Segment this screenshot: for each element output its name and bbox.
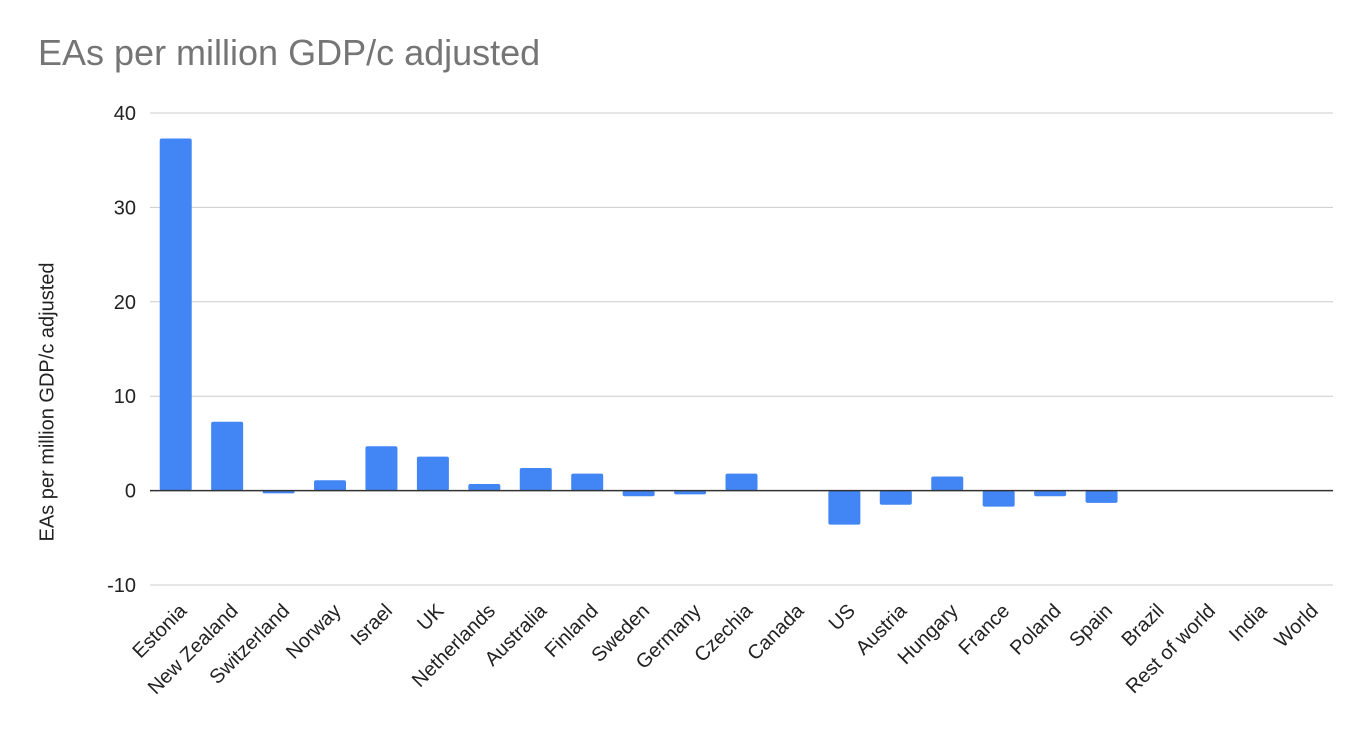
bar-austria bbox=[879, 490, 912, 505]
y-tick-label: 0 bbox=[125, 481, 136, 503]
x-tick-label: UK bbox=[413, 600, 449, 636]
bar-israel bbox=[365, 446, 398, 491]
y-tick-label: 40 bbox=[114, 103, 136, 125]
x-tick-label: World bbox=[1271, 600, 1323, 652]
x-tick-label: Poland bbox=[1006, 600, 1066, 660]
bar-hungary bbox=[931, 476, 964, 491]
bar-uk bbox=[416, 456, 449, 491]
bar-france bbox=[982, 490, 1015, 507]
bar-norway bbox=[314, 480, 347, 491]
bar-australia bbox=[519, 467, 552, 491]
gridlines bbox=[150, 112, 1333, 586]
y-tick-label: -10 bbox=[107, 575, 136, 597]
y-tick-label: 20 bbox=[114, 292, 136, 314]
x-tick-label: US bbox=[825, 600, 860, 635]
bar-sweden bbox=[622, 490, 655, 497]
bar-germany bbox=[674, 490, 707, 495]
bar-czechia bbox=[725, 473, 758, 491]
bar-netherlands bbox=[468, 483, 501, 491]
bar-us bbox=[828, 490, 861, 525]
x-tick-label: Norway bbox=[282, 600, 345, 663]
y-tick-label: 30 bbox=[114, 197, 136, 219]
bar-estonia bbox=[159, 138, 192, 491]
bar-poland bbox=[1034, 490, 1067, 497]
y-tick-labels: -10 0 10 20 30 40 bbox=[107, 103, 136, 597]
bar-finland bbox=[571, 473, 604, 491]
x-tick-label: India bbox=[1225, 599, 1272, 646]
y-tick-label: 10 bbox=[114, 386, 136, 408]
x-tick-label: Israel bbox=[347, 600, 397, 650]
chart-title: EAs per million GDP/c adjusted bbox=[38, 32, 541, 73]
x-tick-label: Czechia bbox=[690, 599, 757, 666]
bar-spain bbox=[1085, 490, 1118, 503]
x-tick-label: Rest of world bbox=[1122, 600, 1220, 698]
x-tick-label: Canada bbox=[743, 599, 809, 665]
bar-new-zealand bbox=[211, 421, 244, 491]
x-tick-label: France bbox=[955, 600, 1015, 660]
bars bbox=[159, 138, 1118, 525]
x-tick-label: Spain bbox=[1065, 600, 1117, 652]
